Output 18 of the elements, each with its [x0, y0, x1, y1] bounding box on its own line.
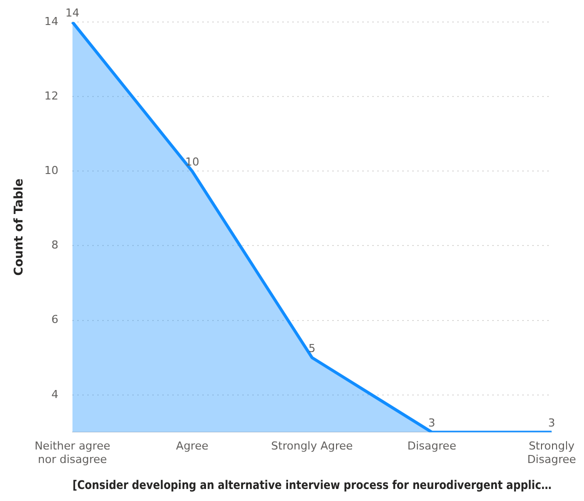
y-tick-label: 4	[51, 388, 58, 401]
x-tick-label: Neither agree nor disagree	[34, 440, 110, 466]
x-axis-title: [Consider developing an alternative interview process for neurodivergent applic…	[72, 478, 552, 492]
y-tick-label: 12	[44, 89, 58, 102]
y-tick-label: 6	[51, 313, 58, 326]
x-tick-label: Strongly Agree	[271, 440, 354, 453]
x-tick-label: Disagree	[407, 440, 456, 453]
data-label: 3	[428, 416, 436, 430]
x-tick-label: Strongly Disagree	[527, 440, 576, 466]
data-label: 14	[65, 6, 80, 20]
data-label: 10	[185, 156, 200, 169]
y-tick-label: 10	[44, 164, 58, 178]
data-label: 5	[308, 342, 316, 355]
y-axis-title: Count of Table	[11, 178, 26, 276]
y-tick-label: 14	[44, 14, 58, 28]
data-label: 3	[548, 416, 556, 430]
y-tick-label: 8	[51, 238, 58, 252]
x-tick-label: Agree	[176, 440, 209, 453]
